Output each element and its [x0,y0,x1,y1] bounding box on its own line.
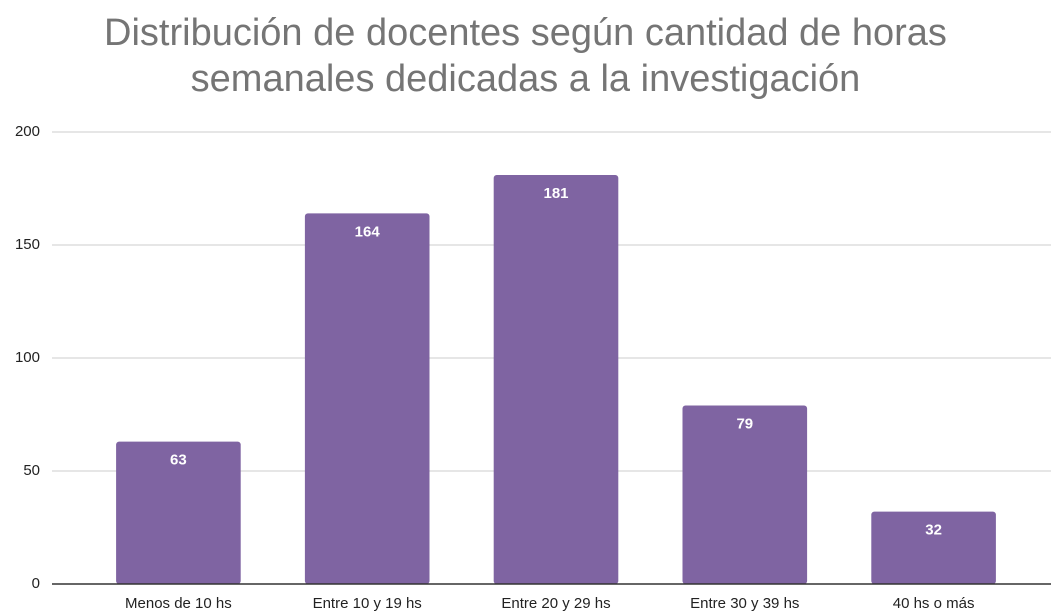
chart-title: Distribución de docentes según cantidad … [104,12,947,100]
value-label: 32 [925,522,942,539]
bar [682,405,808,584]
x-tick-label: 40 hs o más [893,595,975,612]
x-tick-label: Menos de 10 hs [125,595,232,612]
value-label: 164 [355,223,381,240]
y-tick-label: 150 [15,236,40,253]
y-tick-label: 200 [15,123,40,140]
bar [116,441,241,584]
y-tick-label: 50 [23,462,40,479]
bar [493,174,619,584]
y-tick-label: 0 [32,575,40,592]
value-label: 79 [736,415,753,432]
bar [304,213,430,585]
x-tick-label: Entre 30 y 39 hs [690,595,799,612]
bar [871,511,996,584]
y-tick-label: 100 [15,349,40,366]
value-label: 63 [170,452,187,469]
value-label: 181 [543,185,568,202]
x-tick-label: Entre 20 y 29 hs [501,595,610,612]
x-tick-label: Entre 10 y 19 hs [313,595,422,612]
